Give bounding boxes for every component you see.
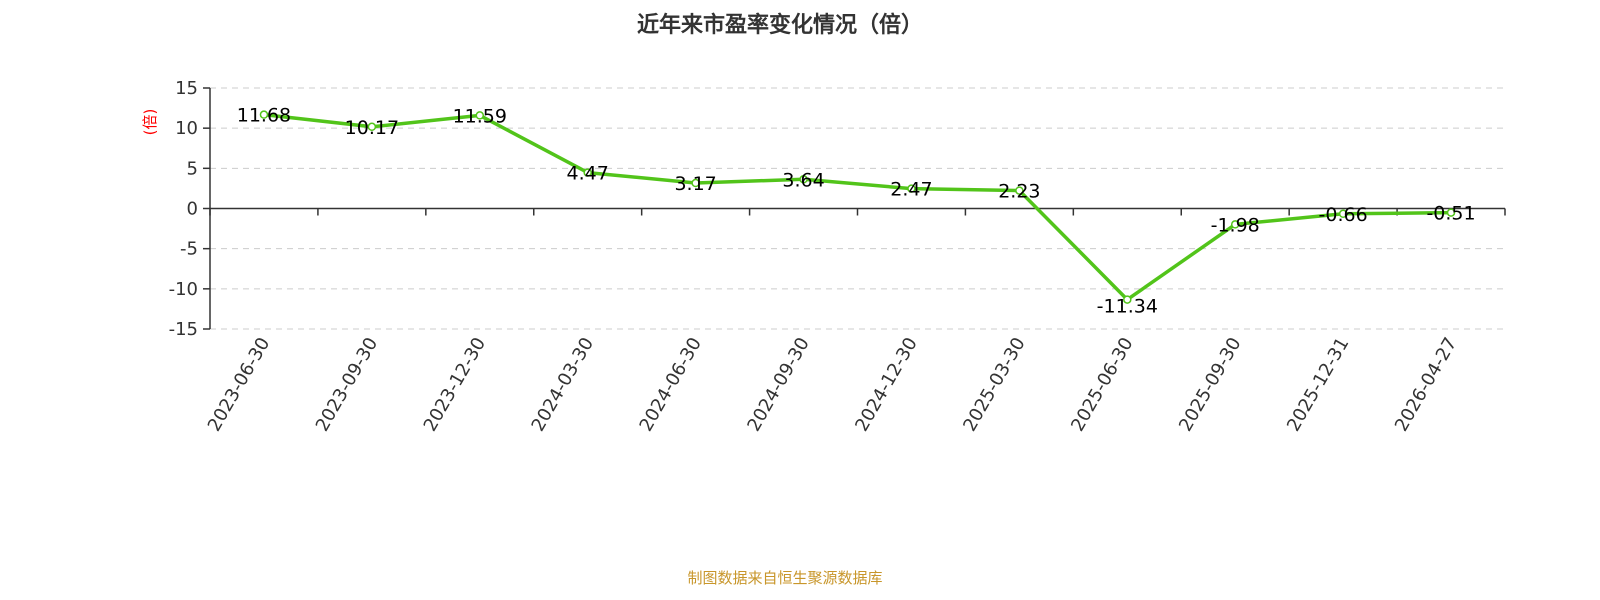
data-point <box>583 168 592 177</box>
x-tick-label: 2024-12-30 <box>851 334 921 435</box>
x-tick-label: 2025-09-30 <box>1175 334 1245 435</box>
data-label: -0.51 <box>1426 203 1475 225</box>
data-label: -0.66 <box>1319 204 1368 226</box>
x-tick-label: 2023-06-30 <box>204 334 274 435</box>
data-point <box>1446 208 1456 217</box>
data-label: 11.68 <box>237 105 291 127</box>
data-point <box>799 175 808 184</box>
data-point <box>259 110 269 119</box>
pe-ratio-line <box>263 112 1452 302</box>
data-label: 10.17 <box>345 117 399 139</box>
x-tick-label: 2025-03-30 <box>959 334 1029 435</box>
data-point <box>367 122 377 132</box>
data-label: 11.59 <box>453 105 507 127</box>
x-tick-label: 2024-03-30 <box>528 334 598 435</box>
data-label: 3.64 <box>782 169 824 191</box>
data-label: -1.98 <box>1211 214 1260 236</box>
data-point <box>907 184 916 193</box>
x-tick-label: 2025-06-30 <box>1067 334 1137 435</box>
x-tick-label: 2023-12-30 <box>420 334 490 435</box>
x-tick-label: 2025-12-31 <box>1283 334 1353 435</box>
x-tick-label: 2024-09-30 <box>743 334 813 435</box>
data-point <box>1123 295 1132 304</box>
data-label: -11.34 <box>1097 296 1158 318</box>
x-tick-label: 2023-09-30 <box>312 334 382 435</box>
data-source-footer: 制图数据来自恒生聚源数据库 <box>687 569 882 587</box>
y-tick-label: 15 <box>175 78 198 99</box>
data-label: 4.47 <box>567 163 609 185</box>
y-tick-label: 10 <box>175 118 198 139</box>
data-point <box>475 111 485 120</box>
data-point <box>1015 186 1024 195</box>
data-point <box>1338 209 1348 219</box>
data-point <box>691 178 700 188</box>
data-label: 2.23 <box>998 181 1040 203</box>
chart-title: 近年来市盈率变化情况（倍） <box>637 12 923 38</box>
data-label: 3.17 <box>674 173 716 195</box>
y-tick-label: -15 <box>169 319 198 340</box>
x-tick-label: 2026-04-27 <box>1391 334 1461 435</box>
x-tick-label: 2024-06-30 <box>635 334 705 435</box>
y-tick-label: 0 <box>187 199 198 220</box>
data-label: 2.47 <box>890 179 932 201</box>
y-tick-label: -10 <box>169 279 198 300</box>
y-tick-label: 5 <box>187 158 198 179</box>
y-tick-label: -5 <box>180 239 198 260</box>
data-point <box>1230 220 1240 229</box>
y-axis-label: (倍) <box>141 109 159 136</box>
